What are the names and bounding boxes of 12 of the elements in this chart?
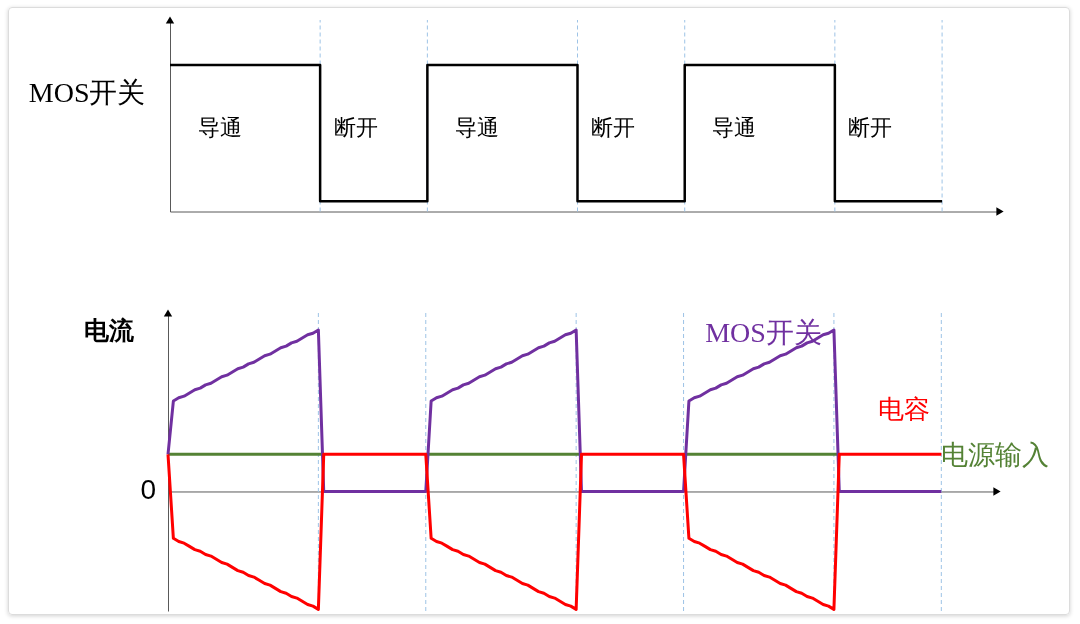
series-label: MOS开关 bbox=[705, 316, 822, 348]
annotation: 断开 bbox=[848, 114, 893, 140]
text: 0 bbox=[140, 474, 156, 506]
series-label: 电容 bbox=[878, 395, 931, 425]
annotation: 断开 bbox=[590, 114, 635, 140]
y-axis-title: 电流 bbox=[83, 316, 135, 344]
annotation: 断开 bbox=[333, 114, 378, 140]
y-axis-title: MOS开关 bbox=[28, 76, 146, 108]
annotation: 导通 bbox=[454, 114, 499, 140]
annotation: 导通 bbox=[197, 114, 242, 140]
text: 电源输入 bbox=[941, 440, 1050, 471]
annotation: 导通 bbox=[712, 114, 757, 140]
